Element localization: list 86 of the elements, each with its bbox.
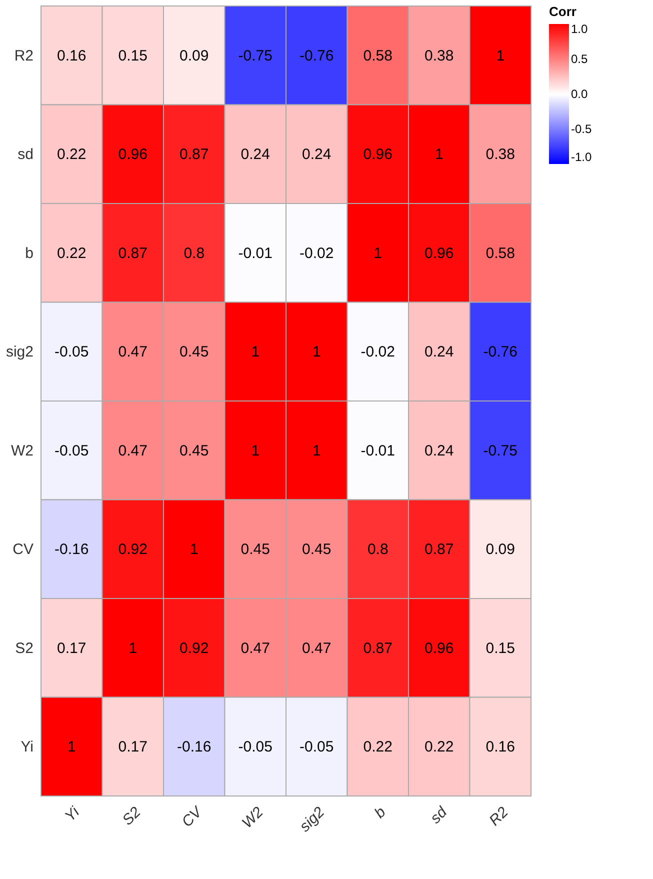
data-label: 0.8 [184, 244, 205, 262]
x-tick-label: Yi [62, 803, 84, 826]
data-label: -0.75 [483, 442, 518, 460]
data-label: 0.09 [486, 541, 515, 558]
data-label: 0.96 [118, 146, 148, 164]
data-label: 0.45 [302, 541, 332, 558]
color-bar-label: -0.5 [571, 122, 592, 136]
y-tick-label: sig2 [6, 344, 34, 361]
x-tick-label: b [371, 804, 390, 822]
data-label: 0.45 [180, 344, 209, 361]
data-label: 0.24 [302, 146, 332, 164]
y-tick-label: Yi [20, 738, 34, 756]
data-label: -0.02 [360, 344, 395, 361]
color-bar-label: 0.5 [571, 52, 588, 66]
data-label: 0.87 [118, 244, 148, 262]
y-tick-label: R2 [14, 47, 34, 64]
color-bar-label: 1.0 [571, 22, 588, 36]
data-label: 0.92 [118, 541, 148, 558]
data-label: 0.15 [486, 640, 515, 657]
data-label: 0.16 [57, 47, 86, 64]
data-label: -0.05 [54, 344, 89, 361]
data-label: 0.8 [367, 541, 388, 558]
data-label: 1 [190, 541, 198, 558]
data-label: 0.96 [363, 146, 392, 164]
data-label: 0.58 [363, 47, 392, 64]
x-tick-label: R2 [486, 803, 512, 830]
x-tick-label: sd [427, 803, 451, 828]
data-label: 1 [434, 146, 444, 164]
data-label: 0.87 [424, 541, 454, 558]
data-label: 1 [374, 244, 382, 262]
color-bar-title: Corr [549, 4, 576, 19]
data-label: 0.38 [486, 146, 515, 164]
data-label: -0.76 [483, 344, 518, 361]
x-tick-label: CV [178, 802, 207, 831]
color-bar-label: 0.0 [571, 87, 588, 101]
x-tick-label: sig2 [296, 803, 328, 836]
data-label: 0.22 [363, 738, 392, 756]
data-label: -0.05 [300, 738, 334, 756]
data-label: -0.16 [177, 738, 212, 756]
data-label: 1 [67, 738, 76, 756]
data-label: -0.76 [300, 47, 334, 64]
data-label: 0.15 [118, 47, 148, 64]
data-label: -0.01 [360, 442, 395, 460]
y-tick-label: S2 [15, 640, 34, 657]
data-label: 0.24 [424, 442, 454, 460]
y-tick-label: b [25, 244, 34, 262]
data-label: 0.38 [424, 47, 454, 64]
data-label: 0.58 [486, 244, 515, 262]
data-label: 0.92 [180, 640, 209, 657]
data-label: 0.96 [424, 244, 454, 262]
color-bar-label: -1.0 [571, 150, 592, 164]
data-label: -0.01 [238, 244, 272, 262]
y-tick-label: CV [12, 541, 34, 558]
data-label: 1 [312, 442, 321, 460]
x-tick-label: S2 [119, 803, 145, 829]
data-label: 0.09 [180, 47, 209, 64]
data-label: 0.22 [57, 146, 86, 164]
data-label: 0.47 [302, 640, 332, 657]
data-label: 1 [251, 442, 260, 460]
y-tick-label: sd [18, 146, 34, 164]
data-label: 1 [496, 47, 505, 64]
y-tick-label: W2 [11, 442, 34, 460]
data-label: -0.02 [300, 244, 334, 262]
data-label: -0.75 [238, 47, 272, 64]
data-label: 0.47 [118, 344, 148, 361]
data-label: 0.22 [57, 244, 86, 262]
data-label: 0.45 [180, 442, 209, 460]
data-label: -0.05 [54, 442, 89, 460]
data-label: 0.47 [118, 442, 148, 460]
data-label: 0.87 [363, 640, 392, 657]
data-label: 1 [251, 344, 260, 361]
data-label: 0.87 [180, 146, 209, 164]
data-label: 0.96 [424, 640, 454, 657]
data-label: 1 [312, 344, 321, 361]
data-label: 1 [128, 640, 138, 657]
data-label: 0.24 [424, 344, 454, 361]
data-label: 0.17 [57, 640, 86, 657]
data-label: -0.16 [54, 541, 89, 558]
data-label: 0.47 [240, 640, 270, 657]
data-label: 0.17 [118, 738, 148, 756]
data-label: -0.05 [238, 738, 272, 756]
data-label: 0.16 [486, 738, 515, 756]
data-label: 0.22 [424, 738, 454, 756]
data-label: 0.45 [240, 541, 270, 558]
data-label: 0.24 [240, 146, 270, 164]
x-tick-label: W2 [238, 803, 268, 832]
